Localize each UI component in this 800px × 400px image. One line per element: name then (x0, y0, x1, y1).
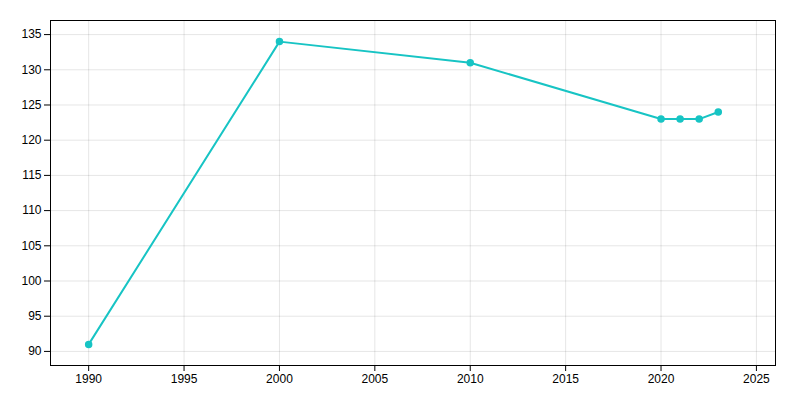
svg-text:100: 100 (21, 274, 41, 288)
svg-text:2010: 2010 (457, 372, 484, 386)
svg-text:130: 130 (21, 63, 41, 77)
svg-text:120: 120 (21, 133, 41, 147)
svg-text:105: 105 (21, 239, 41, 253)
svg-text:2015: 2015 (552, 372, 579, 386)
svg-text:135: 135 (21, 27, 41, 41)
svg-text:2020: 2020 (648, 372, 675, 386)
svg-text:2005: 2005 (361, 372, 388, 386)
svg-text:115: 115 (22, 168, 41, 182)
svg-text:2025: 2025 (743, 372, 770, 386)
svg-text:110: 110 (22, 203, 41, 217)
svg-text:1995: 1995 (171, 372, 198, 386)
svg-text:90: 90 (28, 344, 42, 358)
svg-text:2000: 2000 (266, 372, 293, 386)
svg-text:95: 95 (28, 309, 42, 323)
svg-text:125: 125 (21, 98, 41, 112)
svg-text:1990: 1990 (75, 372, 102, 386)
